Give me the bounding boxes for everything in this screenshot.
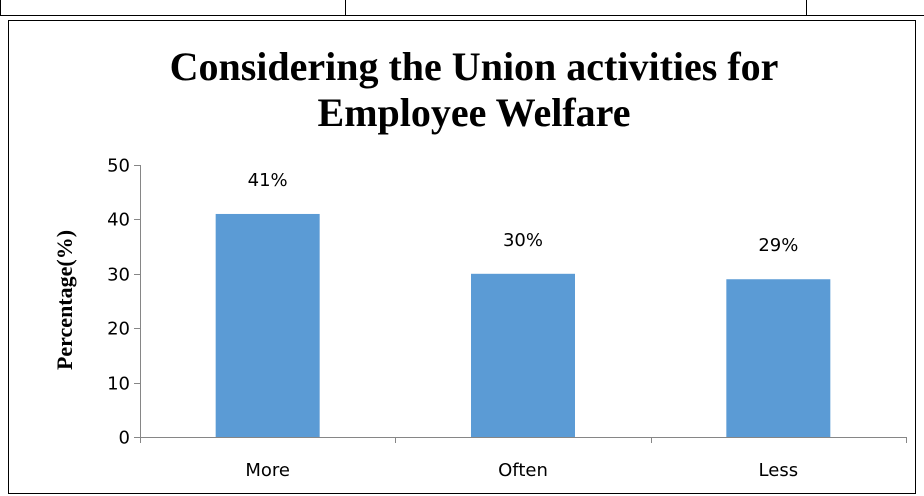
y-tick-label: 0	[119, 428, 130, 449]
x-tick-label-more: More	[245, 460, 290, 481]
chart-title-line-1: Considering the Union activities for	[170, 44, 779, 89]
y-tick-label: 20	[107, 319, 130, 340]
y-axis-label: Percentage(%)	[52, 230, 77, 370]
x-tick-label-often: Often	[498, 460, 548, 481]
data-label-less: 29%	[758, 235, 798, 256]
data-label-more: 41%	[248, 170, 288, 191]
y-tick-label: 40	[107, 210, 130, 231]
x-tick-label-less: Less	[759, 460, 799, 481]
table-border	[0, 0, 924, 16]
y-tick-label: 30	[107, 265, 130, 286]
bar-less	[726, 279, 831, 437]
bar-more	[215, 213, 320, 437]
data-label-often: 30%	[503, 230, 543, 251]
chart-title-line-2: Employee Welfare	[318, 90, 631, 135]
y-tick-label: 10	[107, 374, 130, 395]
bar-often	[471, 273, 575, 437]
y-tick-label: 50	[107, 156, 130, 177]
